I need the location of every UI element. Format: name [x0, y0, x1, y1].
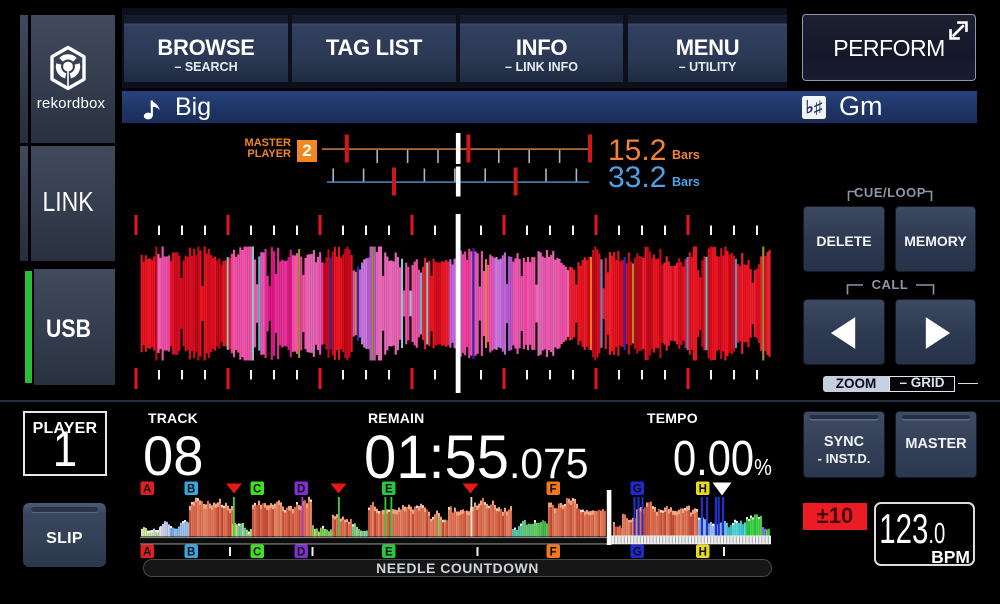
- svg-text:H: H: [699, 483, 707, 495]
- svg-text:D: D: [297, 483, 305, 495]
- svg-text:D: D: [297, 546, 305, 558]
- svg-text:C: C: [253, 483, 261, 495]
- svg-text:A: A: [143, 546, 151, 558]
- svg-text:F: F: [550, 546, 557, 558]
- svg-text:E: E: [385, 546, 393, 558]
- svg-text:A: A: [143, 483, 151, 495]
- svg-text:C: C: [253, 546, 261, 558]
- svg-text:G: G: [633, 483, 642, 495]
- svg-text:G: G: [633, 546, 642, 558]
- svg-text:B: B: [187, 546, 195, 558]
- svg-text:B: B: [187, 483, 195, 495]
- svg-text:F: F: [550, 483, 557, 495]
- svg-text:H: H: [699, 546, 707, 558]
- svg-text:E: E: [385, 483, 393, 495]
